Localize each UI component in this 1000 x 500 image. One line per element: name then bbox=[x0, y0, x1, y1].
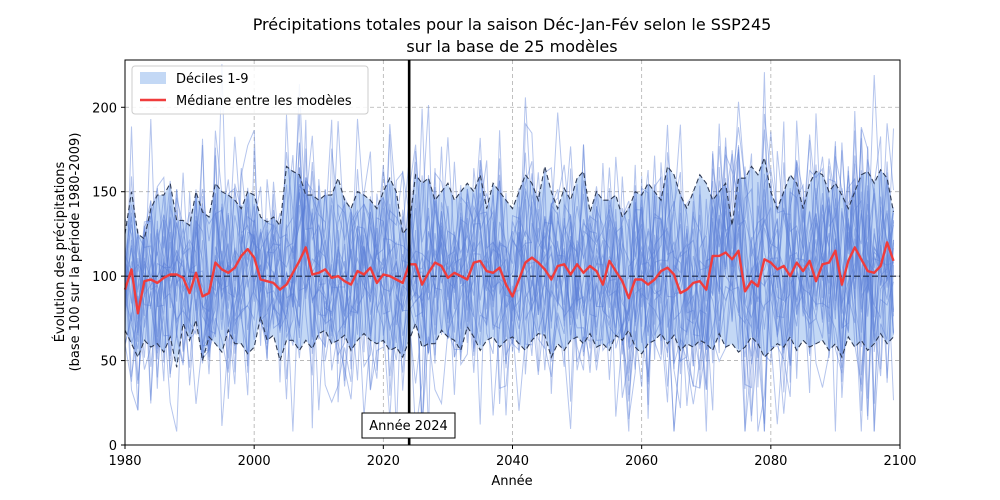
model-line bbox=[124, 156, 894, 417]
model-line bbox=[124, 64, 894, 432]
x-tick-label: 1980 bbox=[108, 454, 141, 469]
y-tick-label: 50 bbox=[100, 355, 117, 370]
plot-area bbox=[123, 59, 901, 446]
model-line bbox=[124, 130, 894, 420]
model-line bbox=[124, 148, 894, 401]
y-tick-label: 100 bbox=[92, 270, 117, 285]
x-tick-label: 2020 bbox=[367, 454, 400, 469]
median-line bbox=[123, 241, 895, 315]
decile-lower-line bbox=[124, 316, 894, 368]
model-line bbox=[124, 108, 894, 416]
model-line bbox=[124, 122, 894, 404]
legend-band-label: Déciles 1-9 bbox=[176, 72, 249, 87]
model-line bbox=[124, 136, 894, 432]
model-line bbox=[124, 84, 894, 414]
y-tick-label: 0 bbox=[109, 439, 117, 454]
x-tick-label: 2040 bbox=[496, 454, 529, 469]
median-series-line bbox=[123, 241, 895, 315]
legend-band-swatch bbox=[140, 72, 166, 84]
decile-band-area bbox=[125, 157, 894, 368]
y-axis-label-line2: (base 100 sur la période 1980-2009) bbox=[68, 133, 83, 372]
annotation-box bbox=[361, 412, 456, 439]
legend-median-label: Médiane entre les modèles bbox=[176, 94, 352, 109]
model-line bbox=[124, 120, 894, 432]
x-tick-label: 2080 bbox=[754, 454, 787, 469]
legend: Déciles 1-9 Médiane entre les modèles bbox=[131, 65, 369, 115]
y-axis-label-line1: Évolution des précipitations bbox=[52, 161, 68, 342]
model-line bbox=[124, 72, 894, 425]
x-axis-label: Année bbox=[491, 474, 532, 489]
decile-upper-line bbox=[124, 155, 895, 240]
model-line bbox=[124, 123, 894, 432]
model-line bbox=[124, 144, 894, 432]
y-axis-ticks: 0 50 100 150 200 bbox=[92, 101, 125, 454]
x-tick-label: 2060 bbox=[625, 454, 658, 469]
annotation-text: Année 2024 bbox=[369, 419, 448, 434]
model-line bbox=[124, 119, 894, 429]
y-tick-label: 150 bbox=[92, 186, 117, 201]
x-tick-label: 2100 bbox=[883, 454, 916, 469]
model-line bbox=[124, 113, 894, 411]
chart-title-line2: sur la base de 25 modèles bbox=[406, 37, 617, 56]
legend-box bbox=[131, 65, 369, 115]
decile-lines bbox=[124, 155, 895, 368]
annotation: Année 2024 bbox=[361, 412, 456, 439]
chart-title-line1: Précipitations totales pour la saison Dé… bbox=[253, 15, 772, 34]
model-line bbox=[124, 101, 894, 432]
model-line bbox=[124, 74, 894, 432]
model-line bbox=[124, 119, 894, 403]
x-axis-ticks: 1980 2000 2020 2040 2060 2080 2100 bbox=[108, 445, 917, 469]
x-tick-label: 2000 bbox=[238, 454, 271, 469]
model-line bbox=[124, 104, 894, 432]
model-line bbox=[124, 162, 894, 432]
decile-band bbox=[125, 157, 894, 368]
model-line bbox=[124, 141, 894, 405]
model-line bbox=[124, 114, 894, 374]
y-tick-label: 200 bbox=[92, 101, 117, 116]
